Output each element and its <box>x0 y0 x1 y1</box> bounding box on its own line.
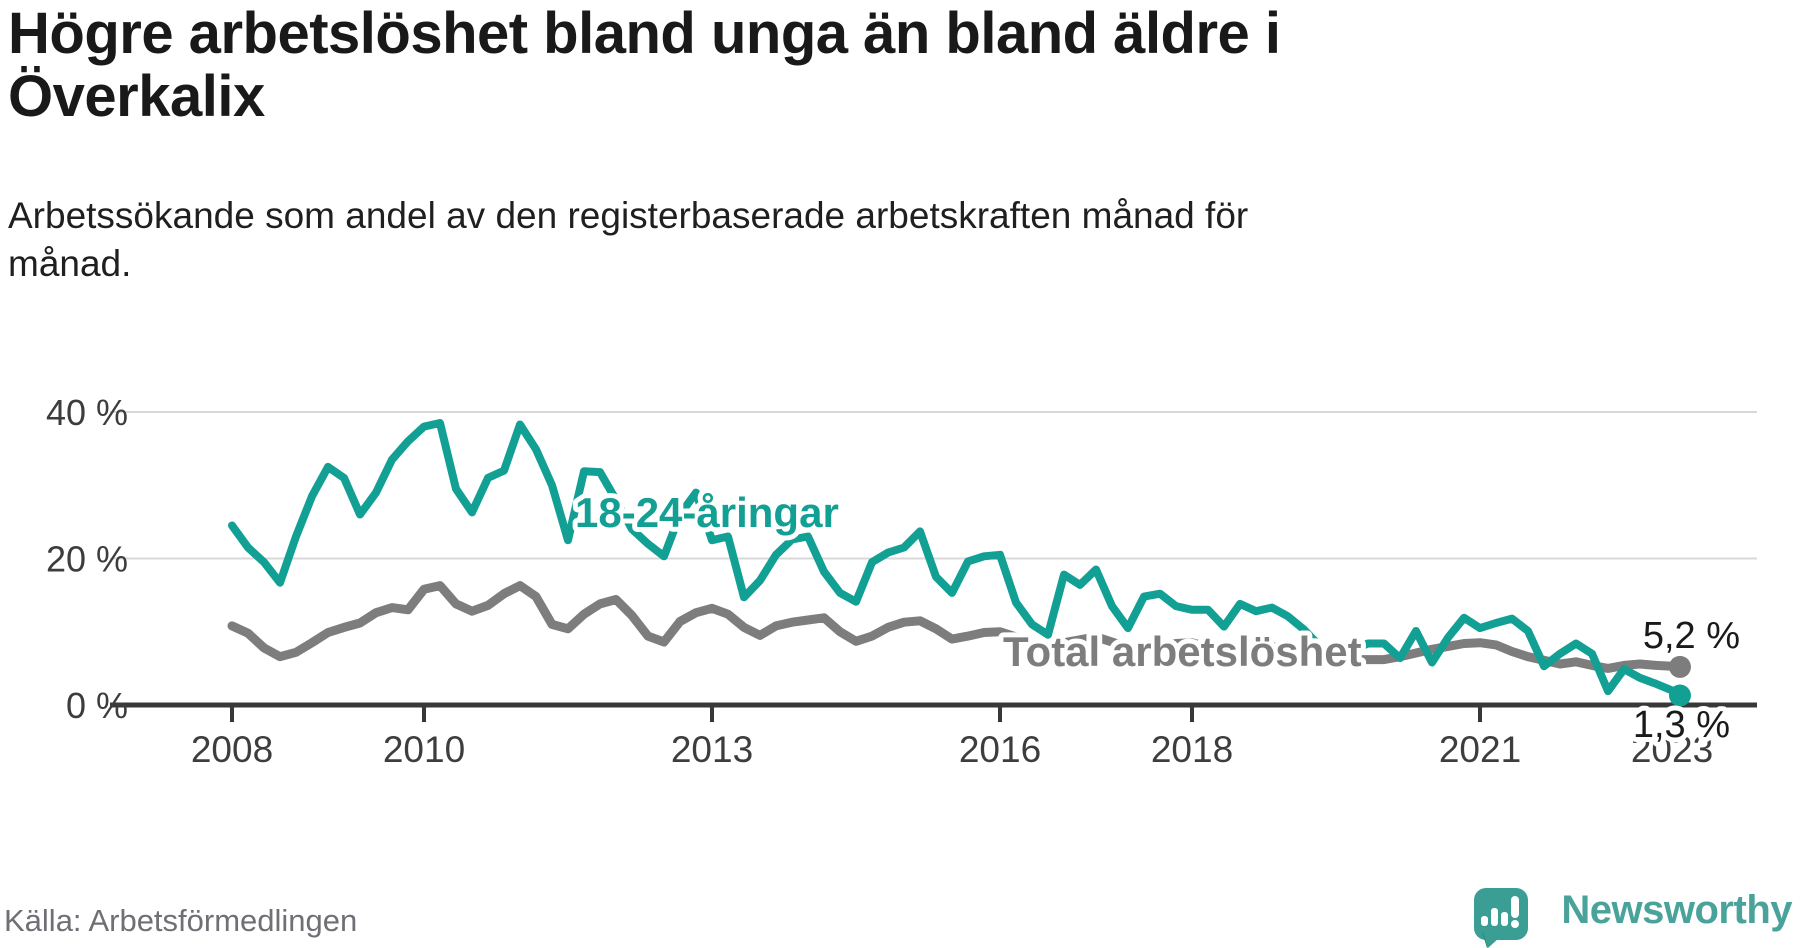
end-value-youth: 1,3 % <box>1633 704 1730 746</box>
youth-unemployment-line <box>228 419 1684 700</box>
y-tick-label-40: 40 % <box>46 392 128 433</box>
x-tick-label-2008: 2008 <box>191 729 273 770</box>
end-dots <box>1668 655 1691 707</box>
y-tick-label-0: 0 % <box>66 685 128 726</box>
total-unemployment-line <box>227 581 1685 673</box>
x-tick-label-2010: 2010 <box>383 729 465 770</box>
chart-subtitle-line1: Arbetssökande som andel av den registerb… <box>8 195 1249 236</box>
youth-end-dot <box>1668 684 1691 707</box>
chart-title-line1: Högre arbetslöshet bland unga än bland ä… <box>8 1 1281 66</box>
y-tick-label-20: 20 % <box>46 539 128 580</box>
newsworthy-icon <box>1474 888 1528 948</box>
series-label-total: Total arbetslöshet <box>1003 628 1362 675</box>
series-label-youth: 18-24-åringar <box>575 489 839 536</box>
source-credit: Källa: Arbetsförmedlingen <box>4 903 358 938</box>
x-axis-ticks <box>230 705 1674 722</box>
x-tick-label-2013: 2013 <box>671 729 753 770</box>
gridlines <box>110 411 1757 560</box>
chart-subtitle-line2: månad. <box>8 243 132 285</box>
series-lines <box>227 419 1685 700</box>
chart-title: Högre arbetslöshet bland unga än bland ä… <box>8 2 1608 128</box>
y-axis-labels: 0 % 20 % 40 % <box>46 392 128 726</box>
x-tick-label-2018: 2018 <box>1151 729 1233 770</box>
chart-subtitle: Arbetssökande som andel av den registerb… <box>8 192 1568 288</box>
x-tick-label-2021: 2021 <box>1439 729 1521 770</box>
x-tick-label-2023: 2023 <box>1631 729 1713 770</box>
end-value-total: 5,2 % <box>1643 615 1740 657</box>
total-end-dot <box>1668 655 1691 678</box>
x-tick-label-2016: 2016 <box>959 729 1041 770</box>
chart-title-line2: Överkalix <box>8 64 265 130</box>
newsworthy-wordmark: Newsworthy <box>1561 888 1792 932</box>
x-axis-labels: 2008 2010 2013 2016 2018 2021 2023 <box>191 729 1713 770</box>
newsworthy-logo: Newsworthy <box>1472 880 1792 948</box>
